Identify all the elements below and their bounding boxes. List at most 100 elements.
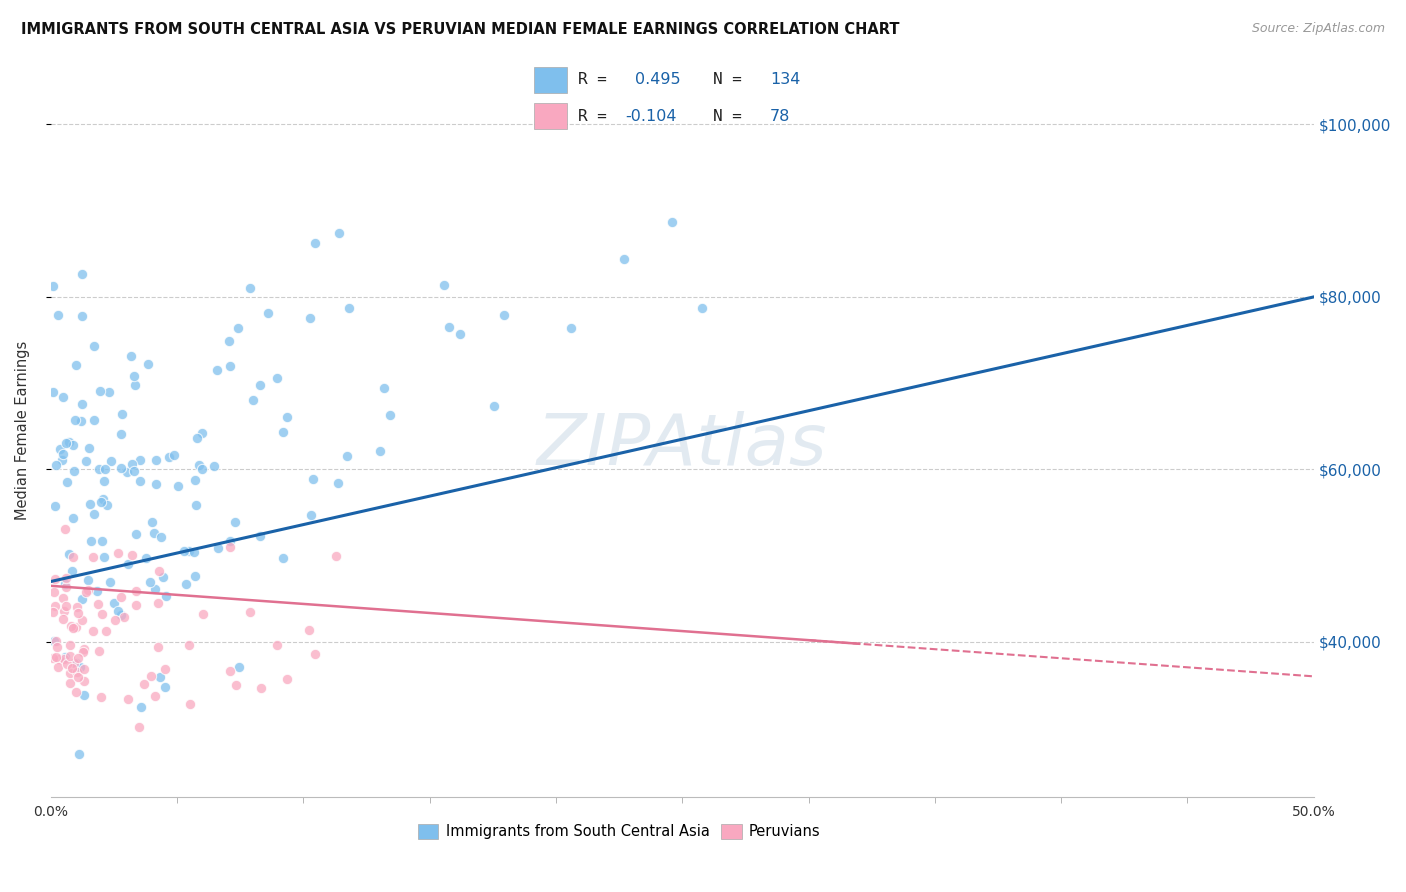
- Point: [256, 306, 278, 320]
- Point: [62, 511, 84, 525]
- Point: [152, 570, 174, 584]
- Point: [380, 408, 402, 422]
- Point: [121, 548, 143, 562]
- Point: [207, 541, 229, 555]
- Point: [613, 252, 636, 267]
- Point: [186, 431, 208, 445]
- Point: [117, 557, 139, 571]
- Point: [162, 448, 184, 462]
- Point: [218, 540, 240, 554]
- Text: R =: R =: [578, 72, 616, 87]
- Point: [297, 623, 319, 637]
- Point: [83, 507, 105, 521]
- Point: [65, 657, 87, 671]
- Point: [44, 499, 66, 513]
- Point: [224, 515, 246, 529]
- Point: [73, 642, 96, 657]
- Text: ZIPAtlas: ZIPAtlas: [537, 410, 828, 480]
- Bar: [534, 103, 568, 128]
- Point: [82, 624, 104, 639]
- Point: [52, 652, 75, 666]
- Point: [271, 425, 294, 439]
- Point: [55, 599, 77, 614]
- Point: [484, 399, 506, 413]
- Point: [299, 508, 322, 523]
- Point: [107, 546, 129, 560]
- Point: [44, 599, 66, 614]
- Point: [433, 277, 456, 292]
- Point: [103, 596, 125, 610]
- Point: [125, 598, 148, 612]
- Point: [225, 678, 247, 692]
- Point: [70, 309, 93, 323]
- Point: [124, 378, 146, 392]
- Point: [492, 308, 515, 322]
- Point: [149, 530, 172, 544]
- Point: [249, 529, 271, 543]
- Point: [66, 650, 89, 665]
- Point: [73, 688, 96, 702]
- Point: [228, 660, 250, 674]
- Point: [52, 603, 75, 617]
- Point: [271, 551, 294, 566]
- Text: R =: R =: [578, 109, 616, 124]
- Point: [76, 574, 98, 588]
- Point: [98, 385, 121, 400]
- Point: [115, 465, 138, 479]
- Point: [42, 651, 65, 665]
- Point: [148, 565, 170, 579]
- Point: [62, 656, 84, 670]
- Point: [218, 533, 240, 548]
- Point: [42, 605, 65, 619]
- Point: [66, 669, 89, 683]
- Point: [79, 441, 101, 455]
- Point: [60, 660, 83, 674]
- Point: [128, 720, 150, 734]
- Point: [299, 311, 322, 326]
- Point: [226, 321, 249, 335]
- Point: [121, 457, 143, 471]
- Point: [91, 492, 114, 507]
- Point: [184, 498, 207, 512]
- Point: [59, 638, 82, 652]
- Point: [91, 607, 114, 622]
- Point: [107, 604, 129, 618]
- Point: [73, 674, 96, 689]
- Point: [60, 564, 83, 578]
- Point: [219, 359, 242, 373]
- Point: [75, 454, 97, 468]
- Point: [134, 676, 156, 690]
- Point: [62, 438, 84, 452]
- Point: [177, 543, 200, 558]
- Point: [276, 672, 298, 686]
- Point: [59, 676, 82, 690]
- Point: [193, 607, 215, 621]
- Point: [184, 473, 207, 487]
- Y-axis label: Median Female Earnings: Median Female Earnings: [15, 341, 30, 520]
- Point: [93, 474, 115, 488]
- Point: [129, 699, 152, 714]
- Point: [239, 281, 262, 295]
- Point: [122, 464, 145, 478]
- Point: [153, 662, 176, 676]
- Point: [661, 215, 683, 229]
- Point: [42, 633, 65, 648]
- Point: [53, 650, 76, 665]
- Point: [266, 370, 288, 384]
- Point: [336, 450, 359, 464]
- Point: [146, 596, 169, 610]
- Point: [89, 462, 111, 476]
- Point: [52, 612, 75, 626]
- Point: [65, 413, 87, 427]
- Text: -0.104: -0.104: [624, 109, 676, 124]
- Point: [155, 680, 177, 694]
- Point: [89, 643, 111, 657]
- Point: [65, 620, 87, 634]
- Point: [67, 747, 90, 761]
- Point: [373, 381, 395, 395]
- Point: [128, 474, 150, 488]
- Point: [70, 592, 93, 607]
- Point: [59, 665, 82, 680]
- Point: [218, 334, 240, 349]
- Point: [301, 472, 323, 486]
